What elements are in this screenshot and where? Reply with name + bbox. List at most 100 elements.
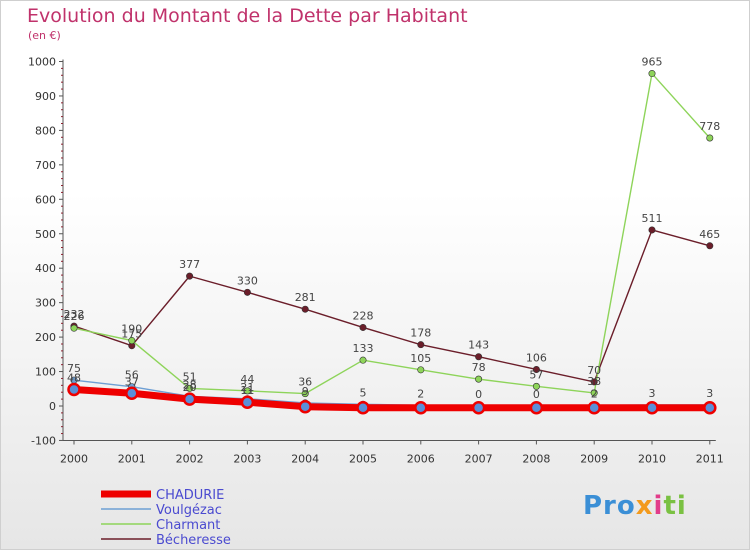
data-label: 9 (302, 385, 309, 398)
data-label: 2 (591, 387, 598, 400)
chart-title: Evolution du Montant de la Dette par Hab… (27, 5, 468, 27)
series-point-bécheresse (359, 323, 367, 331)
series-point-chadurie (587, 400, 601, 415)
series-point-charmant (532, 382, 540, 390)
data-label: 143 (468, 339, 489, 352)
data-label: 133 (353, 342, 374, 355)
series-point-chadurie (125, 386, 139, 401)
series-point-chadurie (356, 400, 370, 415)
data-label: 0 (533, 388, 540, 401)
y-tick-label: 400 (35, 262, 56, 275)
series-point-chadurie (414, 400, 428, 415)
data-label: 965 (642, 56, 663, 69)
data-label: 190 (121, 323, 142, 336)
x-tick-label: 2006 (407, 452, 435, 465)
data-label: 3 (649, 387, 656, 400)
series-line-charmant (73, 72, 711, 395)
data-label: 48 (67, 371, 81, 384)
series-point-bécheresse (648, 226, 656, 234)
x-tick-label: 2011 (696, 452, 724, 465)
series-point-chadurie (529, 400, 544, 415)
data-label: 232 (64, 308, 85, 321)
data-label: 2 (417, 387, 424, 400)
x-tick-label: 2007 (465, 452, 493, 465)
data-label: 226 (64, 310, 85, 323)
series-point-chadurie (645, 400, 659, 415)
y-tick-label: 200 (35, 331, 56, 344)
y-tick-label: 600 (35, 193, 56, 206)
series-point-charmant (186, 384, 194, 392)
y-tick-label: 500 (35, 228, 56, 241)
data-label: 20 (183, 381, 197, 394)
series-point-charmant (301, 390, 309, 398)
y-tick-label: 300 (35, 297, 56, 310)
legend-label: Voulgézac (156, 503, 222, 518)
data-label: 105 (410, 352, 431, 365)
series-point-bécheresse (186, 272, 194, 280)
data-label: 465 (699, 228, 720, 241)
data-label: 106 (526, 351, 547, 364)
proxiti-logo: Proxiti (583, 491, 687, 521)
data-label: 57 (529, 368, 543, 381)
legend-label: Bécheresse (156, 533, 231, 548)
x-tick-label: 2010 (638, 452, 666, 465)
series-point-charmant (359, 356, 367, 364)
data-label: 75 (67, 362, 81, 375)
data-label: 5 (360, 386, 367, 399)
series-line-bécheresse (73, 229, 711, 383)
series-line-voulgézac (73, 379, 711, 407)
data-label: 0 (475, 388, 482, 401)
data-label: 175 (121, 328, 142, 341)
x-tick-label: 2004 (291, 452, 319, 465)
series-point-charmant (590, 389, 598, 397)
series-point-charmant (475, 375, 483, 383)
data-label: 38 (587, 375, 601, 388)
y-tick-label: 1000 (28, 56, 56, 69)
x-tick-label: 2005 (349, 452, 377, 465)
data-label: 511 (642, 212, 663, 225)
series-point-chadurie (703, 400, 717, 415)
data-label: 11 (240, 384, 254, 397)
y-tick-label: 100 (35, 366, 56, 379)
series-point-charmant (243, 387, 251, 395)
series-point-bécheresse (475, 353, 483, 361)
data-label: 281 (295, 291, 316, 304)
y-tick-label: 700 (35, 159, 56, 172)
series-point-bécheresse (301, 305, 309, 313)
series-line-chadurie (70, 385, 714, 412)
series-point-bécheresse (417, 341, 425, 349)
x-tick-label: 2008 (522, 452, 550, 465)
series-point-chadurie (471, 400, 486, 415)
data-label: 228 (353, 309, 374, 322)
x-tick-label: 2000 (60, 452, 88, 465)
series-point-chadurie (67, 382, 81, 397)
x-tick-label: 2009 (580, 452, 608, 465)
series-point-chadurie (182, 392, 197, 406)
series-point-charmant (648, 70, 656, 78)
x-tick-label: 2003 (233, 452, 261, 465)
x-tick-label: 2001 (118, 452, 146, 465)
data-label: 51 (183, 370, 197, 383)
series-point-bécheresse (590, 378, 598, 386)
series-point-bécheresse (532, 365, 540, 373)
y-tick-label: -100 (31, 434, 56, 447)
y-tick-label: 0 (49, 400, 56, 413)
data-label: 37 (125, 375, 139, 388)
data-label: 44 (240, 373, 254, 386)
series-point-charmant (70, 324, 78, 332)
data-label: 70 (587, 364, 601, 377)
series-point-charmant (417, 366, 425, 374)
data-label: 778 (699, 120, 720, 133)
data-label: 56 (125, 369, 139, 382)
series-point-charmant (706, 134, 714, 142)
series-point-charmant (128, 337, 136, 345)
data-label: 178 (410, 327, 431, 340)
y-tick-label: 800 (35, 124, 56, 137)
data-label: 21 (240, 381, 254, 394)
legend-label: Charmant (156, 518, 220, 533)
data-label: 78 (472, 361, 486, 374)
data-label: 3 (706, 387, 713, 400)
series-point-bécheresse (243, 288, 251, 296)
